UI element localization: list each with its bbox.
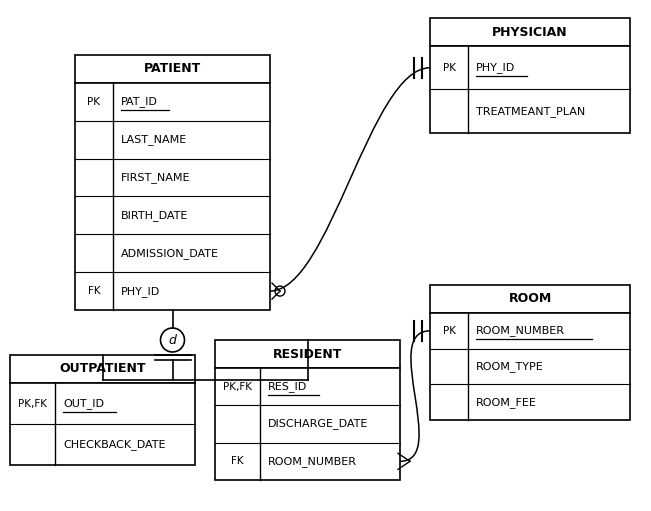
Text: PAT_ID: PAT_ID — [121, 97, 158, 107]
Text: RESIDENT: RESIDENT — [273, 347, 342, 360]
Text: FK: FK — [88, 286, 100, 296]
Bar — [10, 355, 195, 383]
Bar — [75, 55, 270, 83]
Text: BIRTH_DATE: BIRTH_DATE — [121, 210, 188, 221]
Text: ROOM: ROOM — [508, 292, 551, 306]
Bar — [430, 313, 630, 420]
Text: RES_ID: RES_ID — [268, 381, 307, 392]
Text: PK,FK: PK,FK — [18, 399, 47, 408]
Text: FK: FK — [231, 456, 244, 467]
Text: PK,FK: PK,FK — [223, 382, 252, 391]
Text: ROOM_TYPE: ROOM_TYPE — [476, 361, 544, 372]
Text: PK: PK — [87, 97, 100, 107]
Text: ROOM_FEE: ROOM_FEE — [476, 397, 537, 408]
Text: DISCHARGE_DATE: DISCHARGE_DATE — [268, 419, 368, 429]
Text: PHY_ID: PHY_ID — [476, 62, 515, 73]
Text: OUTPATIENT: OUTPATIENT — [59, 362, 146, 376]
Text: CHECKBACK_DATE: CHECKBACK_DATE — [63, 439, 165, 450]
Bar — [215, 340, 400, 368]
Bar — [430, 46, 630, 133]
Bar — [430, 285, 630, 313]
Text: PHYSICIAN: PHYSICIAN — [492, 26, 568, 38]
Text: OUT_ID: OUT_ID — [63, 398, 104, 409]
Text: d: d — [169, 334, 176, 346]
Text: PK: PK — [443, 63, 456, 73]
Text: PHY_ID: PHY_ID — [121, 286, 160, 296]
Bar — [215, 368, 400, 480]
Text: TREATMEANT_PLAN: TREATMEANT_PLAN — [476, 106, 585, 117]
Bar — [75, 83, 270, 310]
Text: ROOM_NUMBER: ROOM_NUMBER — [476, 326, 565, 336]
Bar — [430, 18, 630, 46]
Bar — [10, 383, 195, 465]
Text: FIRST_NAME: FIRST_NAME — [121, 172, 191, 183]
Text: ROOM_NUMBER: ROOM_NUMBER — [268, 456, 357, 467]
Text: ADMISSION_DATE: ADMISSION_DATE — [121, 248, 219, 259]
Text: PATIENT: PATIENT — [144, 62, 201, 76]
Text: PK: PK — [443, 326, 456, 336]
Text: LAST_NAME: LAST_NAME — [121, 134, 187, 145]
